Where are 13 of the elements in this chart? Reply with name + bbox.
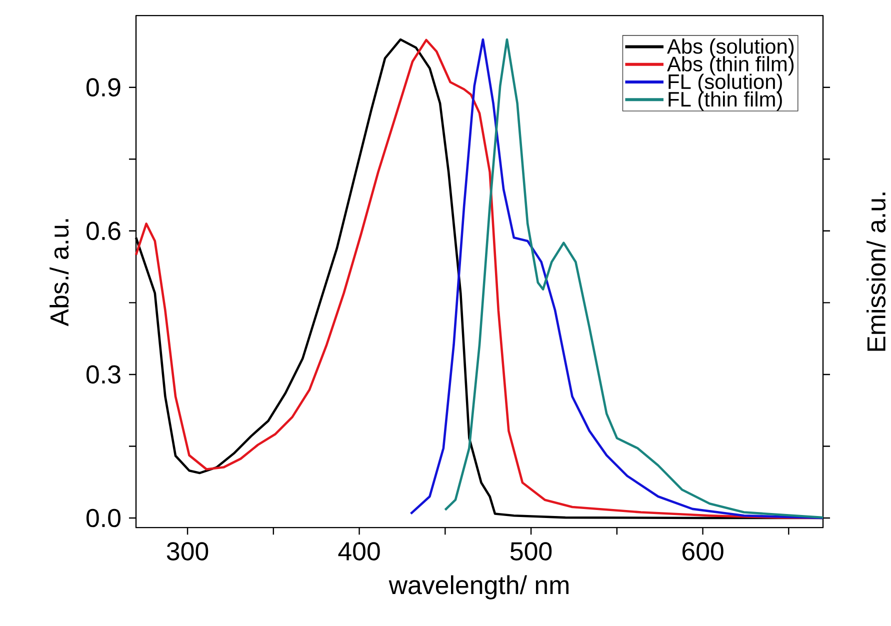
x-tick-label: 500: [510, 542, 552, 560]
y-tick-label: 0.6: [86, 222, 120, 240]
y-axis-title: Abs./ a.u.: [50, 219, 69, 326]
x-tick-label: 300: [166, 542, 208, 560]
x-tick-label: 400: [338, 542, 380, 560]
x-axis-title: wavelength/ nm: [388, 575, 568, 600]
legend-label: FL (thin film): [668, 91, 782, 111]
x-tick-label: 600: [682, 542, 724, 560]
y2-axis-title: Emission/ a.u.: [866, 192, 886, 351]
legend-label: FL (solution): [668, 74, 782, 94]
y-tick-label: 0.9: [86, 78, 120, 97]
y-tick-label: 0.0: [86, 508, 120, 528]
y-tick-label: 0.3: [86, 365, 120, 384]
